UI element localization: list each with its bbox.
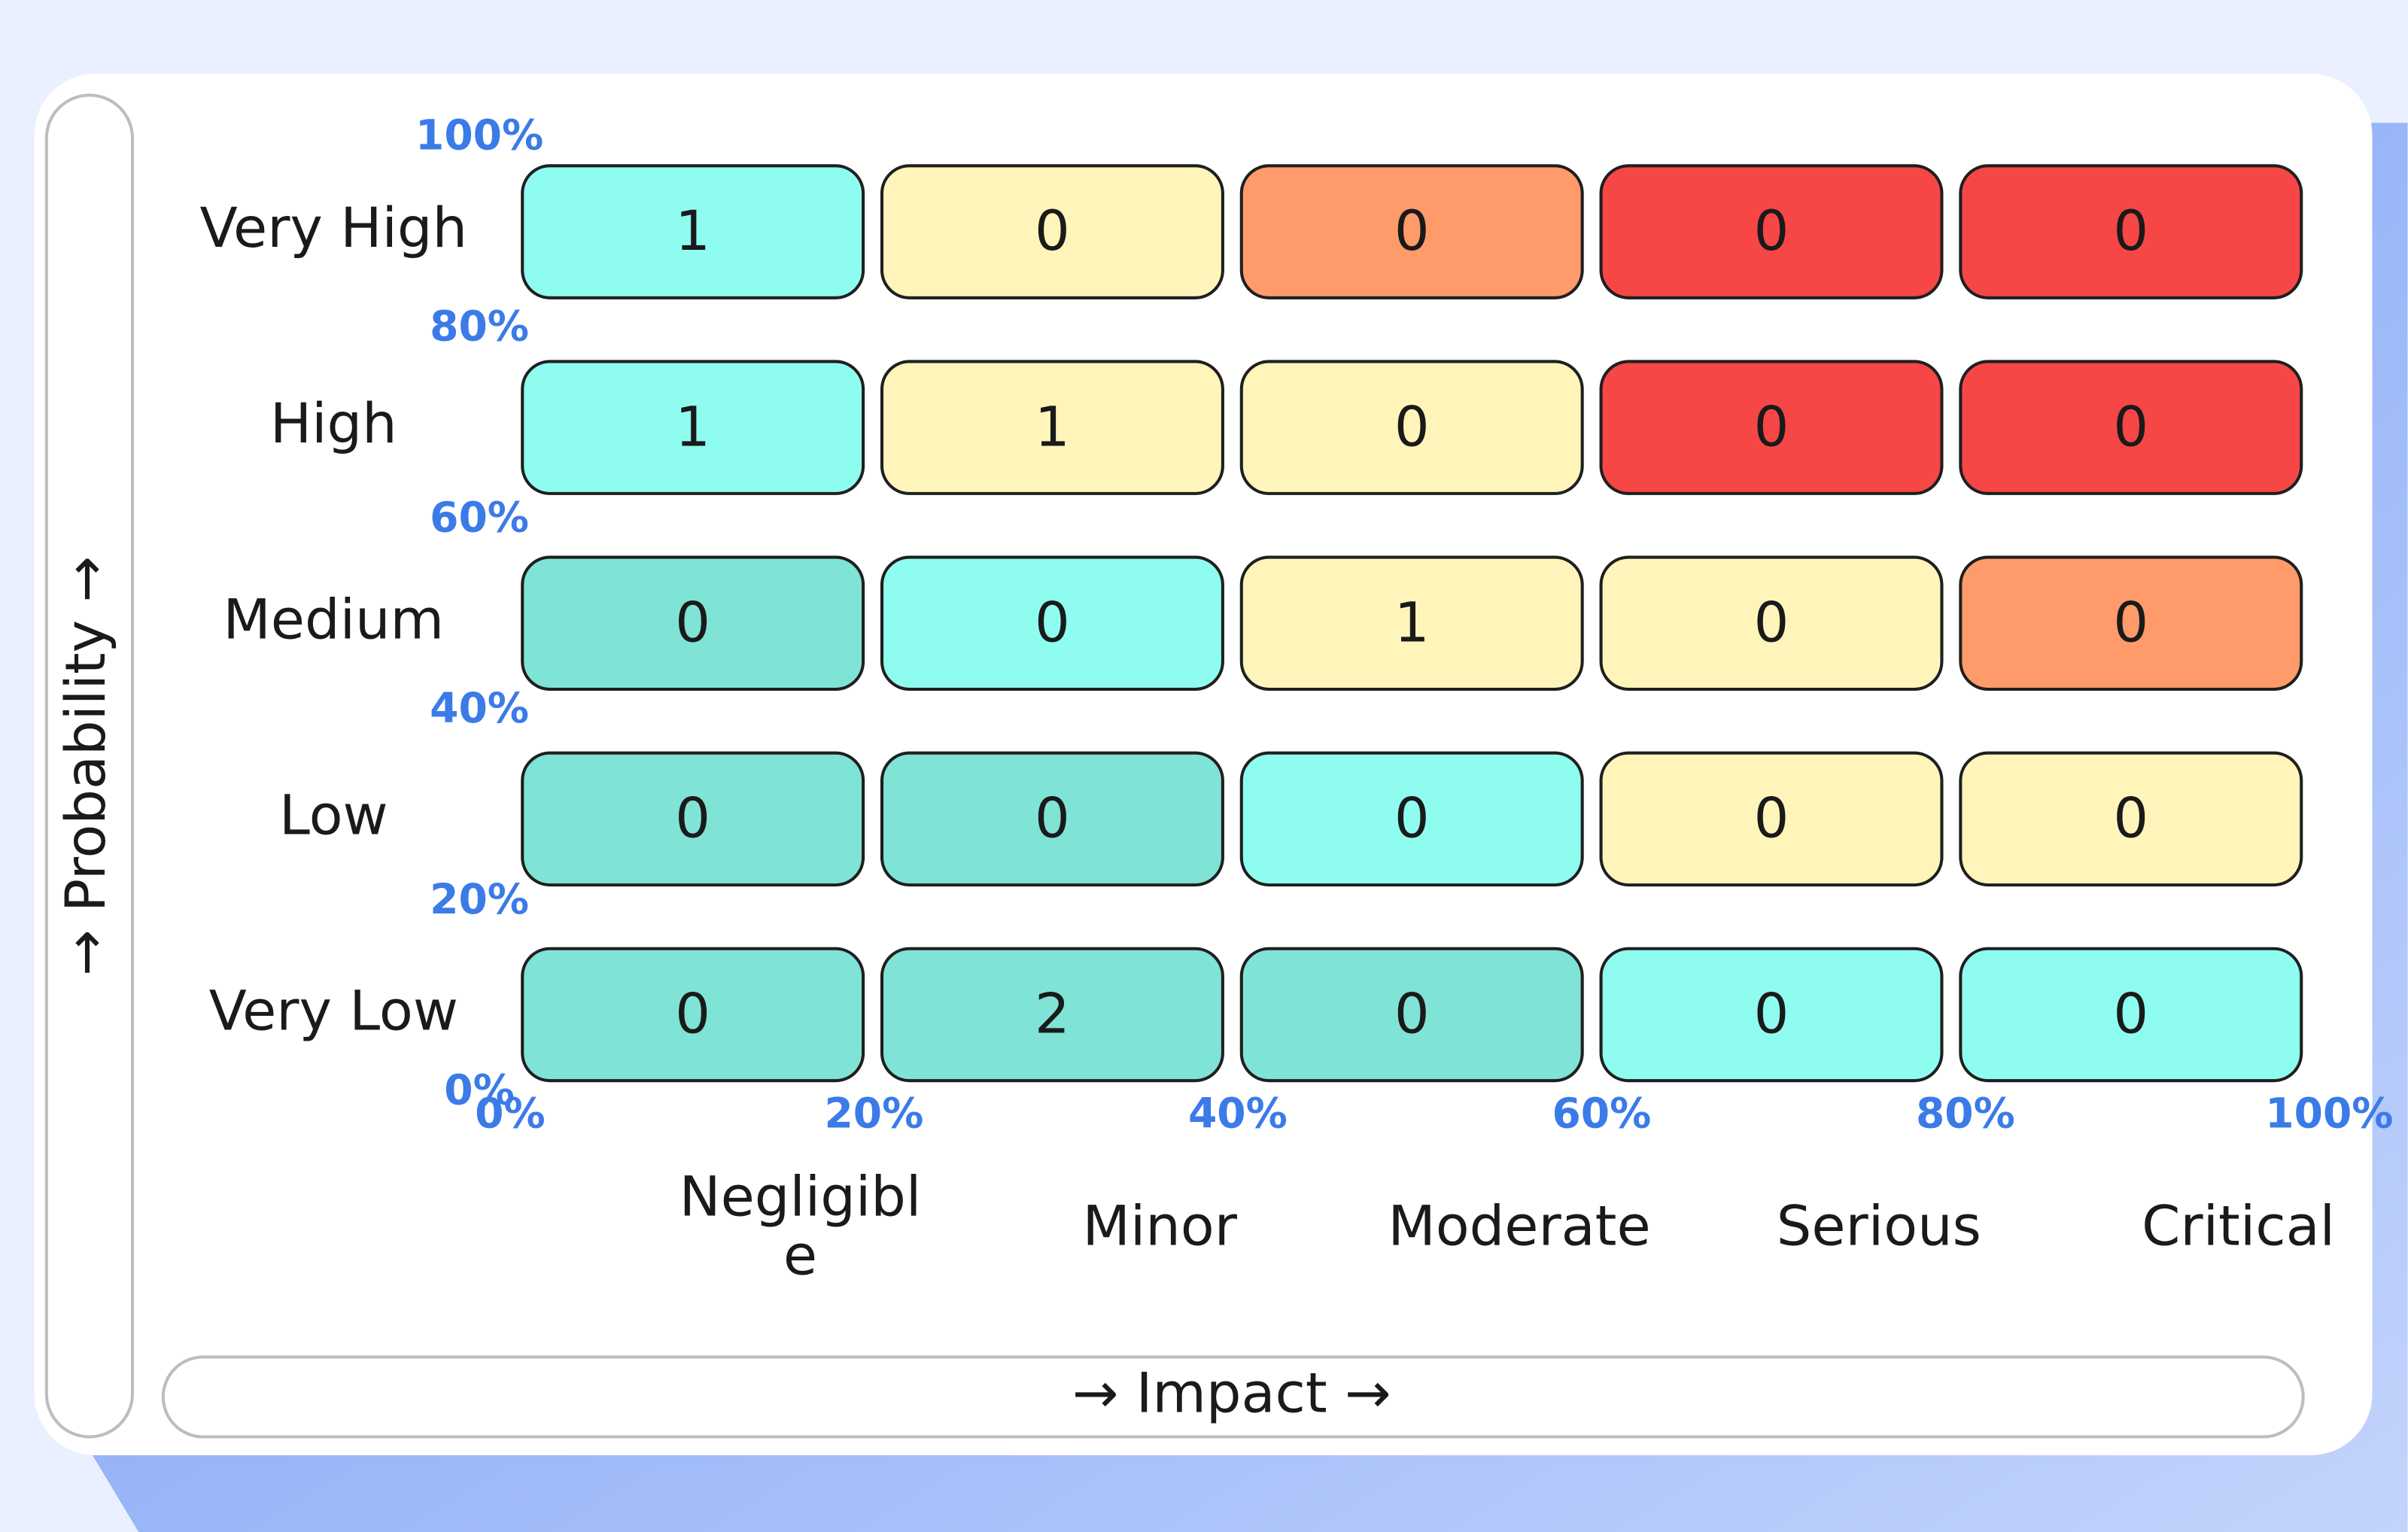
cell [1599, 555, 1944, 692]
column-label-box: Critical [2142, 1196, 2336, 1259]
x-axis-box [161, 1355, 2305, 1439]
column-label: Critical [2142, 1196, 2336, 1259]
cell-value: 1 [675, 199, 710, 263]
column-label: Serious [1776, 1196, 1981, 1259]
cell-value: 0 [2113, 199, 2148, 263]
cell-value: 2 [1035, 983, 1070, 1047]
column-label-box: Minor [1082, 1196, 1237, 1259]
cell-value: 1 [675, 395, 710, 459]
column-label-box: Moderate [1388, 1196, 1651, 1259]
cell-value: 0 [2113, 786, 2148, 850]
x-axis-label: → Impact → [1072, 1361, 1391, 1425]
x-tick-label: 40% [1188, 1089, 1288, 1137]
cell [1239, 947, 1584, 1083]
cell [1959, 164, 2303, 299]
row-label: Low [279, 783, 388, 847]
cell [1599, 947, 1944, 1083]
cell-value: 0 [2113, 395, 2148, 459]
x-tick-label: 80% [1916, 1089, 2015, 1137]
cell-value: 0 [1754, 591, 1789, 655]
row-label: Very Low [209, 980, 458, 1044]
cell [880, 164, 1224, 299]
cell-value: 0 [1754, 983, 1789, 1047]
cell-value: 0 [1035, 199, 1070, 263]
cell-value: 0 [2113, 983, 2148, 1047]
cell [880, 947, 1224, 1083]
row-label: Very High [200, 196, 467, 260]
cell-value: 0 [1394, 395, 1430, 459]
cell [521, 164, 865, 299]
cell-value: 0 [675, 983, 710, 1047]
cell-value: 0 [1394, 983, 1430, 1047]
cell [880, 751, 1224, 887]
y-axis-label: → Probability → [54, 556, 118, 976]
y-tick-label: 20% [430, 875, 529, 923]
cell-value: 0 [2113, 591, 2148, 655]
cell-value: 0 [1035, 786, 1070, 850]
y-tick-label: 80% [430, 302, 529, 351]
cell-value: 0 [1394, 786, 1430, 850]
cell [1959, 360, 2303, 495]
column-label: Moderate [1388, 1196, 1651, 1259]
y-tick-label: 60% [430, 493, 529, 541]
cell [521, 751, 865, 887]
cell-value: 0 [1754, 395, 1789, 459]
cell-value: 0 [675, 591, 710, 655]
x-tick-label: 0% [475, 1089, 546, 1137]
x-tick-label: 100% [2265, 1089, 2393, 1137]
cell-value: 1 [1035, 395, 1070, 459]
cell [521, 947, 865, 1083]
cell-value: 0 [1754, 786, 1789, 850]
y-tick-label: 100% [415, 111, 543, 160]
cell-value: 0 [675, 786, 710, 850]
column-label: Minor [1082, 1196, 1237, 1259]
x-tick-label: 20% [824, 1089, 923, 1137]
y-tick-label: 40% [430, 684, 529, 732]
cell-value: 0 [1754, 199, 1789, 263]
column-label-box: Negligible [679, 1166, 922, 1288]
y-tick-label: 0% [444, 1066, 515, 1114]
cell [1239, 751, 1584, 887]
x-tick-label: 60% [1552, 1089, 1651, 1137]
cell [1239, 164, 1584, 299]
cell [521, 555, 865, 692]
cell [521, 360, 865, 495]
y-axis-box [44, 93, 135, 1439]
cell [1959, 947, 2303, 1083]
cell-value: 1 [1394, 591, 1430, 655]
cell [1599, 360, 1944, 495]
cell [1599, 164, 1944, 299]
cell [1599, 751, 1944, 887]
column-label: Negligible [679, 1166, 922, 1288]
cell-value: 0 [1035, 591, 1070, 655]
cell [1959, 751, 2303, 887]
cell [880, 555, 1224, 692]
cell-value: 0 [1394, 199, 1430, 263]
cell [1239, 360, 1584, 495]
column-label-box: Serious [1776, 1196, 1981, 1259]
cell [1959, 555, 2303, 692]
row-label: High [270, 392, 397, 456]
row-label: Medium [223, 588, 444, 652]
cell [1239, 555, 1584, 692]
cell [880, 360, 1224, 495]
